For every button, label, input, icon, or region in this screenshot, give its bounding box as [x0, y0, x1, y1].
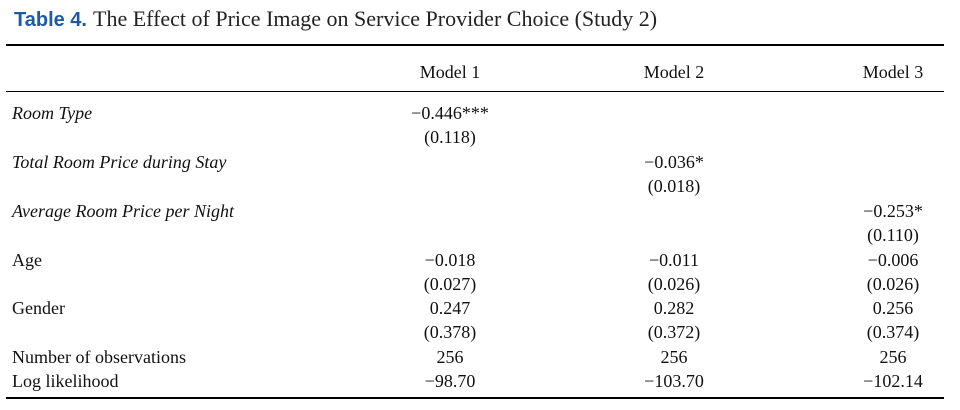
row-label-log-likelihood: Log likelihood — [12, 371, 119, 391]
column-header-model-3: Model 3 — [862, 62, 924, 82]
column-header-model-1: Model 1 — [419, 62, 481, 82]
se-gender-model-1: (0.378) — [423, 322, 477, 342]
coef-room-type-model-1: −0.446*** — [411, 103, 489, 123]
table-caption: Table 4. The Effect of Price Image on Ser… — [14, 6, 657, 32]
row-label-room-type: Room Type — [12, 103, 93, 123]
coef-age-model-2: −0.011 — [649, 250, 699, 270]
coef-gender-model-2: 0.282 — [653, 298, 695, 318]
header-rule — [6, 91, 944, 92]
se-total-room-price-model-2: (0.018) — [647, 176, 701, 196]
coef-gender-model-1: 0.247 — [429, 298, 471, 318]
se-room-type-model-1: (0.118) — [424, 127, 476, 147]
table-title: The Effect of Price Image on Service Pro… — [93, 6, 658, 31]
se-gender-model-2: (0.372) — [647, 322, 701, 342]
row-label-total-room-price: Total Room Price during Stay — [12, 152, 227, 172]
row-label-age: Age — [12, 250, 42, 270]
se-gender-model-3: (0.374) — [866, 322, 920, 342]
bottom-rule — [6, 397, 944, 399]
coef-age-model-3: −0.006 — [867, 250, 919, 270]
se-age-model-2: (0.026) — [647, 274, 701, 294]
loglik-model-2: −103.70 — [644, 371, 704, 391]
obs-model-2: 256 — [660, 347, 688, 367]
coef-total-room-price-model-2: −0.036* — [644, 152, 704, 172]
coef-gender-model-3: 0.256 — [872, 298, 914, 318]
obs-model-1: 256 — [436, 347, 464, 367]
coef-average-room-price-model-3: −0.253* — [863, 201, 923, 221]
se-age-model-3: (0.026) — [866, 274, 920, 294]
row-label-average-room-price: Average Room Price per Night — [12, 201, 234, 221]
obs-model-3: 256 — [879, 347, 907, 367]
se-average-room-price-model-3: (0.110) — [867, 225, 919, 245]
row-label-gender: Gender — [12, 298, 65, 318]
loglik-model-3: −102.14 — [863, 371, 923, 391]
column-header-model-2: Model 2 — [643, 62, 705, 82]
table-label: Table 4. — [14, 9, 87, 31]
row-label-number-of-observations: Number of observations — [12, 347, 186, 367]
coef-age-model-1: −0.018 — [424, 250, 476, 270]
loglik-model-1: −98.70 — [424, 371, 476, 391]
top-rule — [6, 44, 944, 46]
se-age-model-1: (0.027) — [423, 274, 477, 294]
